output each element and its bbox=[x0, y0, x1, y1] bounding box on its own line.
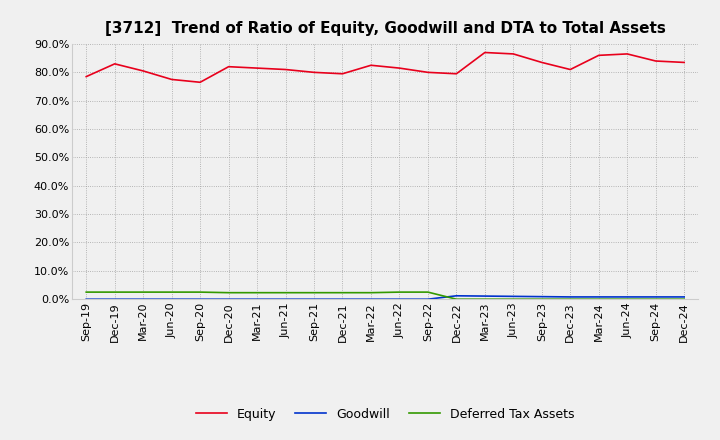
Goodwill bbox=[196, 297, 204, 302]
Goodwill bbox=[282, 297, 290, 302]
Equity bbox=[423, 70, 432, 75]
Deferred Tax Assets bbox=[338, 290, 347, 295]
Equity bbox=[652, 59, 660, 64]
Equity bbox=[196, 80, 204, 85]
Deferred Tax Assets bbox=[139, 290, 148, 295]
Deferred Tax Assets bbox=[623, 297, 631, 302]
Goodwill bbox=[139, 297, 148, 302]
Legend: Equity, Goodwill, Deferred Tax Assets: Equity, Goodwill, Deferred Tax Assets bbox=[191, 403, 580, 425]
Goodwill bbox=[595, 294, 603, 300]
Deferred Tax Assets bbox=[225, 290, 233, 295]
Equity bbox=[509, 51, 518, 57]
Goodwill bbox=[167, 297, 176, 302]
Goodwill bbox=[566, 294, 575, 300]
Deferred Tax Assets bbox=[167, 290, 176, 295]
Deferred Tax Assets bbox=[310, 290, 318, 295]
Deferred Tax Assets bbox=[452, 297, 461, 302]
Equity bbox=[338, 71, 347, 77]
Goodwill bbox=[225, 297, 233, 302]
Equity bbox=[310, 70, 318, 75]
Equity bbox=[395, 66, 404, 71]
Line: Deferred Tax Assets: Deferred Tax Assets bbox=[86, 292, 684, 299]
Deferred Tax Assets bbox=[395, 290, 404, 295]
Deferred Tax Assets bbox=[509, 297, 518, 302]
Goodwill bbox=[623, 294, 631, 300]
Equity bbox=[282, 67, 290, 72]
Goodwill bbox=[110, 297, 119, 302]
Goodwill bbox=[310, 297, 318, 302]
Equity bbox=[680, 60, 688, 65]
Deferred Tax Assets bbox=[566, 297, 575, 302]
Goodwill bbox=[537, 294, 546, 299]
Line: Goodwill: Goodwill bbox=[86, 296, 684, 299]
Equity bbox=[595, 53, 603, 58]
Equity bbox=[139, 68, 148, 73]
Goodwill bbox=[509, 294, 518, 299]
Equity bbox=[82, 74, 91, 79]
Equity bbox=[452, 71, 461, 77]
Line: Equity: Equity bbox=[86, 52, 684, 82]
Deferred Tax Assets bbox=[366, 290, 375, 295]
Deferred Tax Assets bbox=[253, 290, 261, 295]
Goodwill bbox=[395, 297, 404, 302]
Goodwill bbox=[480, 293, 489, 299]
Goodwill bbox=[253, 297, 261, 302]
Goodwill bbox=[82, 297, 91, 302]
Deferred Tax Assets bbox=[680, 297, 688, 302]
Deferred Tax Assets bbox=[480, 297, 489, 302]
Equity bbox=[167, 77, 176, 82]
Goodwill bbox=[680, 294, 688, 300]
Deferred Tax Assets bbox=[537, 297, 546, 302]
Equity bbox=[110, 61, 119, 66]
Equity bbox=[480, 50, 489, 55]
Equity bbox=[623, 51, 631, 57]
Equity bbox=[537, 60, 546, 65]
Deferred Tax Assets bbox=[196, 290, 204, 295]
Deferred Tax Assets bbox=[595, 297, 603, 302]
Deferred Tax Assets bbox=[652, 297, 660, 302]
Deferred Tax Assets bbox=[82, 290, 91, 295]
Equity bbox=[566, 67, 575, 72]
Equity bbox=[225, 64, 233, 70]
Goodwill bbox=[338, 297, 347, 302]
Deferred Tax Assets bbox=[282, 290, 290, 295]
Goodwill bbox=[423, 297, 432, 302]
Title: [3712]  Trend of Ratio of Equity, Goodwill and DTA to Total Assets: [3712] Trend of Ratio of Equity, Goodwil… bbox=[105, 21, 665, 36]
Goodwill bbox=[366, 297, 375, 302]
Deferred Tax Assets bbox=[423, 290, 432, 295]
Goodwill bbox=[452, 293, 461, 298]
Deferred Tax Assets bbox=[110, 290, 119, 295]
Equity bbox=[366, 62, 375, 68]
Equity bbox=[253, 66, 261, 71]
Goodwill bbox=[652, 294, 660, 300]
